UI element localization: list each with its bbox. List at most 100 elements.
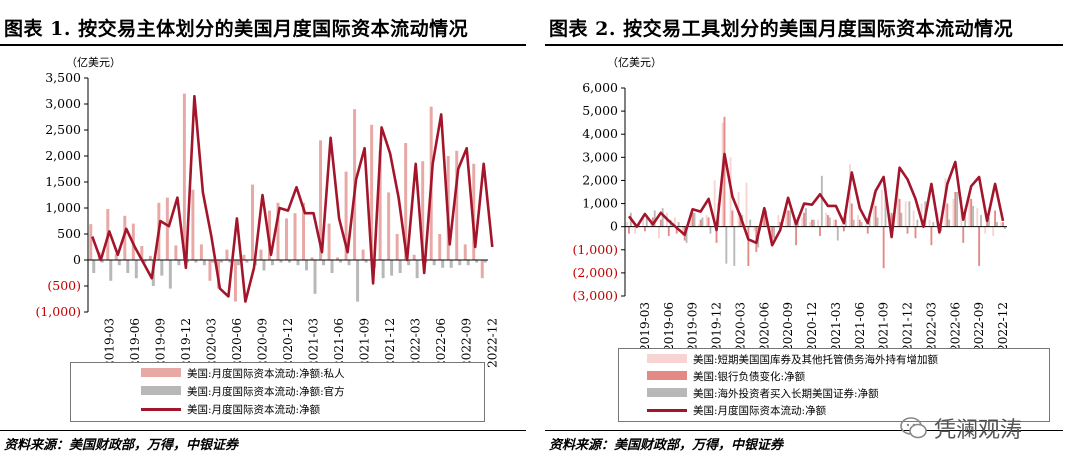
legend-swatch <box>141 368 181 377</box>
x-tick-label: 2022-03 <box>924 302 938 352</box>
bar <box>219 260 223 263</box>
bar <box>322 260 326 266</box>
bar <box>236 260 240 266</box>
chart-1-title-rule <box>0 44 526 46</box>
bar <box>779 222 782 227</box>
chart-1-svg: (1,000) (500) 0 500 1,000 1,500 2,000 2,500 3,00… <box>35 70 499 368</box>
bar <box>356 260 360 302</box>
bar <box>458 260 462 266</box>
y-tick-label: 4,000 <box>582 126 618 141</box>
bar <box>305 260 308 271</box>
legend-label: 美国:月度国际资本流动:净额 <box>187 404 321 416</box>
x-axis: 2019-03 2019-06 2019-09 2019-12 2020-03 2020-… <box>102 318 499 368</box>
legend-swatch <box>647 388 687 397</box>
bar <box>673 217 676 227</box>
x-tick-label: 2022-09 <box>460 318 474 368</box>
bar <box>771 226 774 241</box>
bar <box>160 260 164 276</box>
chart-1-source-rule <box>0 430 526 431</box>
chart-2-source: 资料来源：美国财政部，万得，中银证券 <box>549 438 784 453</box>
bar-series-2 <box>92 260 487 302</box>
bar <box>713 180 716 227</box>
bar <box>731 210 734 227</box>
bar <box>472 163 476 260</box>
bar <box>114 253 118 260</box>
bar <box>432 260 436 266</box>
bar <box>715 226 718 243</box>
x-tick-label: 2019-12 <box>179 318 193 368</box>
bar <box>876 217 879 227</box>
chart-2-title-rule <box>545 44 1063 46</box>
bar <box>651 217 654 227</box>
chart-2-title: 图表 2. 按交易工具划分的美国月度国际资本流动情况 <box>549 18 1014 40</box>
bar <box>994 210 996 227</box>
x-tick-label: 2021-03 <box>307 318 321 368</box>
bar <box>628 226 630 234</box>
bar <box>174 245 178 260</box>
net-flow-line <box>91 94 494 303</box>
bar <box>833 219 835 227</box>
bar <box>804 208 807 227</box>
bar-series-1 <box>89 93 484 302</box>
bar <box>143 260 147 263</box>
x-tick-label: 2020-09 <box>781 302 795 352</box>
bar <box>836 226 839 241</box>
chart-2-unit-label: （亿美元） <box>607 56 662 69</box>
bar <box>801 217 804 227</box>
bar <box>705 215 708 227</box>
x-tick-label: 2020-12 <box>281 318 295 368</box>
bar <box>634 226 637 234</box>
bar <box>769 226 772 234</box>
x-tick-label: 2020-06 <box>757 302 771 352</box>
bar <box>820 175 823 227</box>
bar <box>480 260 484 279</box>
wechat-icon <box>900 417 927 439</box>
bar <box>407 260 411 266</box>
bar <box>884 187 887 227</box>
bar <box>954 192 957 227</box>
x-tick-label: 2022-09 <box>972 302 986 352</box>
bar <box>962 226 965 243</box>
bar <box>725 226 728 264</box>
x-tick-label: 2019-03 <box>638 302 652 352</box>
bar <box>336 257 340 260</box>
bar <box>279 260 283 263</box>
y-tick-label: 2,000 <box>582 172 618 187</box>
bar <box>900 212 903 227</box>
bar <box>906 226 909 234</box>
chart-1-legend: 美国:月度国际资本流动:净额:私人 美国:月度国际资本流动:净额:官方 美国:月度国… <box>70 362 485 422</box>
bar <box>693 212 696 227</box>
bar <box>753 226 756 232</box>
bar <box>841 224 843 227</box>
bar <box>404 143 408 260</box>
bar <box>233 260 237 302</box>
bar <box>699 219 702 227</box>
bar <box>285 218 288 260</box>
bar <box>787 210 790 227</box>
bar <box>912 210 915 227</box>
legend-swatch <box>141 386 181 395</box>
bar <box>250 184 254 260</box>
bar <box>225 249 229 260</box>
bar <box>890 212 893 227</box>
bar <box>825 212 828 227</box>
bar <box>793 222 796 227</box>
bar <box>995 222 998 227</box>
bar <box>310 257 314 260</box>
bar <box>92 260 96 273</box>
chart-panel-1: 图表 1. 按交易主体划分的美国月度国际资本流动情况 （亿美元） (1,000)… <box>0 0 528 472</box>
y-tick-label: 500 <box>57 226 81 241</box>
bar <box>245 260 249 263</box>
y-tick-label: 6,000 <box>582 80 618 95</box>
bar <box>948 219 951 227</box>
bar <box>932 222 935 227</box>
bar <box>140 245 144 260</box>
bar <box>970 198 973 227</box>
bar <box>313 260 317 294</box>
bar <box>930 226 933 246</box>
bar <box>723 116 726 227</box>
bar <box>270 260 274 266</box>
bar <box>182 93 186 260</box>
bar <box>262 260 266 271</box>
legend-label: 美国:短期美国国库券及其他托管债务海外持有增加额 <box>693 354 939 366</box>
